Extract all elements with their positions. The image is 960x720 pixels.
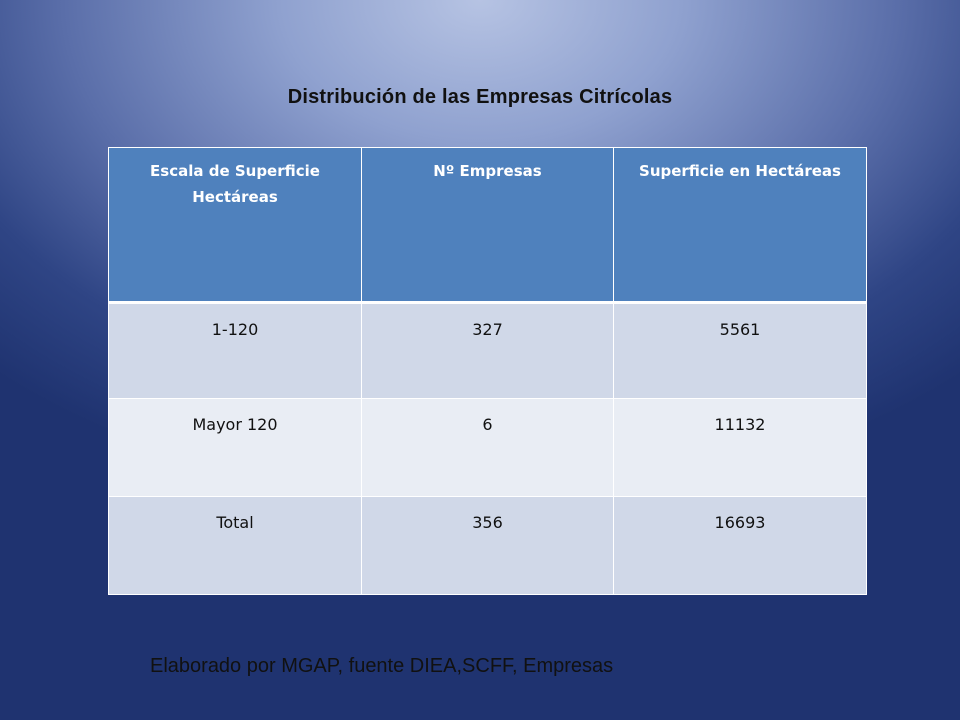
table-cell: 6 xyxy=(361,397,614,497)
table-cell: 356 xyxy=(361,495,614,596)
table-cell: 1-120 xyxy=(108,302,362,399)
table-cell: 327 xyxy=(361,302,614,399)
table-cell: Total xyxy=(108,495,362,596)
header-empresas: Nº Empresas xyxy=(361,146,614,305)
header-escala: Escala de Superficie Hectáreas xyxy=(108,146,362,305)
table-cell: Mayor 120 xyxy=(108,397,362,497)
table-row: Mayor 120 6 11132 xyxy=(108,397,867,497)
header-superficie: Superficie en Hectáreas xyxy=(613,146,867,305)
table-header-row: Escala de Superficie Hectáreas Nº Empres… xyxy=(108,146,867,305)
table-cell: 5561 xyxy=(613,302,867,399)
slide-title: Distribución de las Empresas Citrícolas xyxy=(287,86,673,108)
source-note: Elaborado por MGAP, fuente DIEA,SCFF, Em… xyxy=(150,655,614,677)
table-cell: 11132 xyxy=(613,397,867,497)
table-row: 1-120 327 5561 xyxy=(108,302,867,399)
table-cell: 16693 xyxy=(613,495,867,596)
table-row: Total 356 16693 xyxy=(108,495,867,596)
data-table: Escala de Superficie Hectáreas Nº Empres… xyxy=(108,146,867,596)
